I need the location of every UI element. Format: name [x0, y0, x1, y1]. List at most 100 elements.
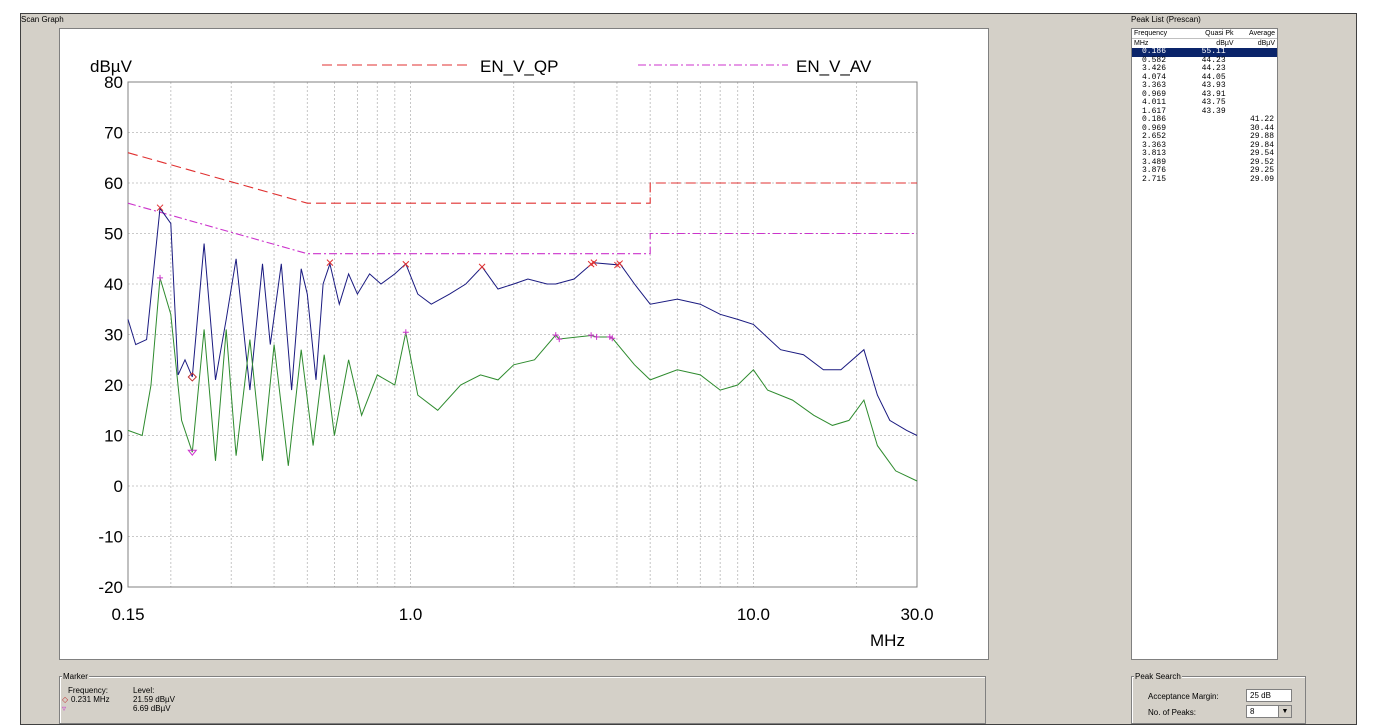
row-frequency: 2.652 [1142, 132, 1167, 141]
scan-graph-chart: 80 70 60 50 40 30 20 10 0 -10 -20 0.15 1.0 10.0 30.0 dB… [90, 57, 934, 650]
row-frequency: 4.011 [1142, 98, 1167, 107]
row-average: 30.44 [1250, 123, 1275, 133]
table-row[interactable]: 4.074 44.05 [1132, 73, 1277, 83]
row-average: 29.88 [1250, 132, 1275, 141]
row-frequency: 0.969 [1142, 123, 1167, 133]
row-quasi-pk: 43.91 [1201, 89, 1226, 99]
row-average: 29.52 [1250, 157, 1275, 167]
row-average [1236, 99, 1277, 108]
table-row[interactable]: 1.617 43.39 [1132, 106, 1277, 117]
table-row[interactable]: 0.969 43.91 [1132, 89, 1277, 100]
plot-frame [127, 81, 918, 588]
y-tick-label: 50 [104, 225, 123, 244]
row-frequency: 0.582 [1142, 55, 1167, 65]
row-average [1236, 48, 1277, 57]
row-average [1236, 74, 1277, 83]
unit-average: dBµV [1257, 40, 1275, 47]
row-quasi-pk [1186, 116, 1235, 125]
row-quasi-pk [1186, 150, 1235, 159]
y-axis-label: dBµV [90, 57, 133, 76]
peak-search-group: Peak Search Acceptance Margin: 25 dB No.… [1131, 672, 1306, 724]
marker-group-title: Marker [62, 672, 89, 681]
col-frequency: Frequency [1134, 30, 1168, 37]
x-tick-label: 1.0 [399, 605, 423, 624]
row-average: 29.54 [1250, 149, 1275, 158]
row-quasi-pk [1186, 142, 1235, 151]
row-quasi-pk: 43.75 [1201, 98, 1226, 107]
scan-graph-panel[interactable]: 80 70 60 50 40 30 20 10 0 -10 -20 0.15 1.0 10.0 30.0 dB… [59, 28, 989, 660]
cursor-marker-triangle [187, 449, 198, 457]
row-frequency: 0.186 [1142, 47, 1167, 56]
row-quasi-pk: 55.11 [1201, 47, 1226, 56]
table-row[interactable]: 3.363 29.84 [1132, 140, 1277, 151]
col-average: Average [1249, 30, 1275, 37]
table-row[interactable]: 0.582 44.23 [1132, 55, 1277, 66]
av-peak-marker [402, 329, 409, 336]
y-tick-label: -10 [98, 528, 123, 547]
acceptance-margin-input[interactable]: 25 dB [1246, 689, 1292, 702]
qp-peak-marker [156, 204, 164, 212]
table-row[interactable]: 0.186 55.11 [1132, 47, 1277, 57]
table-row[interactable]: 3.489 29.52 [1132, 157, 1277, 168]
row-average: 29.25 [1250, 166, 1275, 175]
limit-line-av [127, 202, 917, 255]
av-peak-marker [157, 274, 164, 281]
table-row[interactable]: 2.715 29.09 [1132, 174, 1277, 185]
marker-level-label: Level: [133, 686, 155, 695]
av-peak-marker [593, 333, 600, 340]
row-frequency: 3.363 [1142, 81, 1167, 90]
chevron-down-icon[interactable]: ▼ [1278, 706, 1291, 717]
no-of-peaks-value: 8 [1250, 707, 1255, 716]
qp-peak-marker [616, 260, 624, 267]
row-frequency: 3.363 [1142, 140, 1167, 150]
marker-frequency-value: 0.231 MHz [71, 695, 110, 704]
cursor-marker-diamond [187, 372, 198, 382]
marker-level-1: 21.59 dBµV [133, 695, 175, 704]
row-frequency: 0.186 [1142, 115, 1167, 124]
x-axis-label: MHz [870, 631, 905, 650]
row-frequency: 3.426 [1142, 64, 1167, 73]
av-peak-marker [609, 335, 616, 342]
diamond-marker-icon: ◇ [62, 695, 69, 704]
row-frequency: 2.715 [1142, 174, 1167, 184]
table-row[interactable]: 0.186 41.22 [1132, 115, 1277, 125]
y-tick-label: 20 [104, 376, 123, 395]
peak-search-title: Peak Search [1134, 672, 1182, 681]
col-quasi-pk: Quasi Pk [1205, 30, 1234, 37]
triangle-marker-icon: ▿ [62, 704, 67, 713]
unit-frequency: MHz [1134, 40, 1149, 47]
peak-list-units: MHz dBµV dBµV [1132, 39, 1277, 48]
series-av-trace [127, 277, 918, 482]
peak-list-table[interactable]: Frequency Quasi Pk Average MHz dBµV dBµV… [1131, 28, 1278, 660]
av-peak-marker [552, 332, 559, 339]
table-row[interactable]: 0.969 30.44 [1132, 123, 1277, 134]
no-of-peaks-select[interactable]: 8 ▼ [1246, 705, 1292, 718]
marker-group: Marker Frequency: ◇ 0.231 MHz ▿ Level: 2… [59, 672, 986, 724]
x-tick-label: 0.15 [111, 605, 144, 624]
y-tick-label: 60 [104, 174, 123, 193]
av-peak-marker [556, 336, 563, 343]
row-quasi-pk [1186, 167, 1235, 176]
y-tick-label: 80 [104, 73, 123, 92]
peak-list-header: Frequency Quasi Pk Average [1132, 29, 1277, 39]
table-row[interactable]: 3.426 44.23 [1132, 64, 1277, 74]
table-row[interactable]: 3.813 29.54 [1132, 149, 1277, 159]
table-row[interactable]: 4.011 43.75 [1132, 98, 1277, 108]
row-average [1236, 82, 1277, 91]
row-frequency: 3.813 [1142, 149, 1167, 158]
series-qp-trace [127, 206, 918, 436]
peak-list-rows: 0.186 55.11 0.582 44.23 3.426 44.23 4.074 44.05… [1132, 47, 1277, 185]
table-row[interactable]: 3.363 43.93 [1132, 81, 1277, 91]
table-row[interactable]: 3.876 29.25 [1132, 166, 1277, 176]
peak-list-title: Peak List (Prescan) [1131, 15, 1201, 24]
row-average: 29.84 [1250, 140, 1275, 150]
unit-quasi-pk: dBµV [1216, 40, 1234, 47]
row-quasi-pk [1186, 159, 1235, 168]
qp-peak-marker [402, 260, 410, 268]
row-average [1236, 65, 1277, 74]
table-row[interactable]: 2.652 29.88 [1132, 132, 1277, 142]
row-frequency: 1.617 [1142, 106, 1167, 116]
row-average: 41.22 [1250, 115, 1275, 124]
row-quasi-pk: 44.23 [1201, 64, 1226, 73]
y-tick-label: 70 [104, 124, 123, 143]
